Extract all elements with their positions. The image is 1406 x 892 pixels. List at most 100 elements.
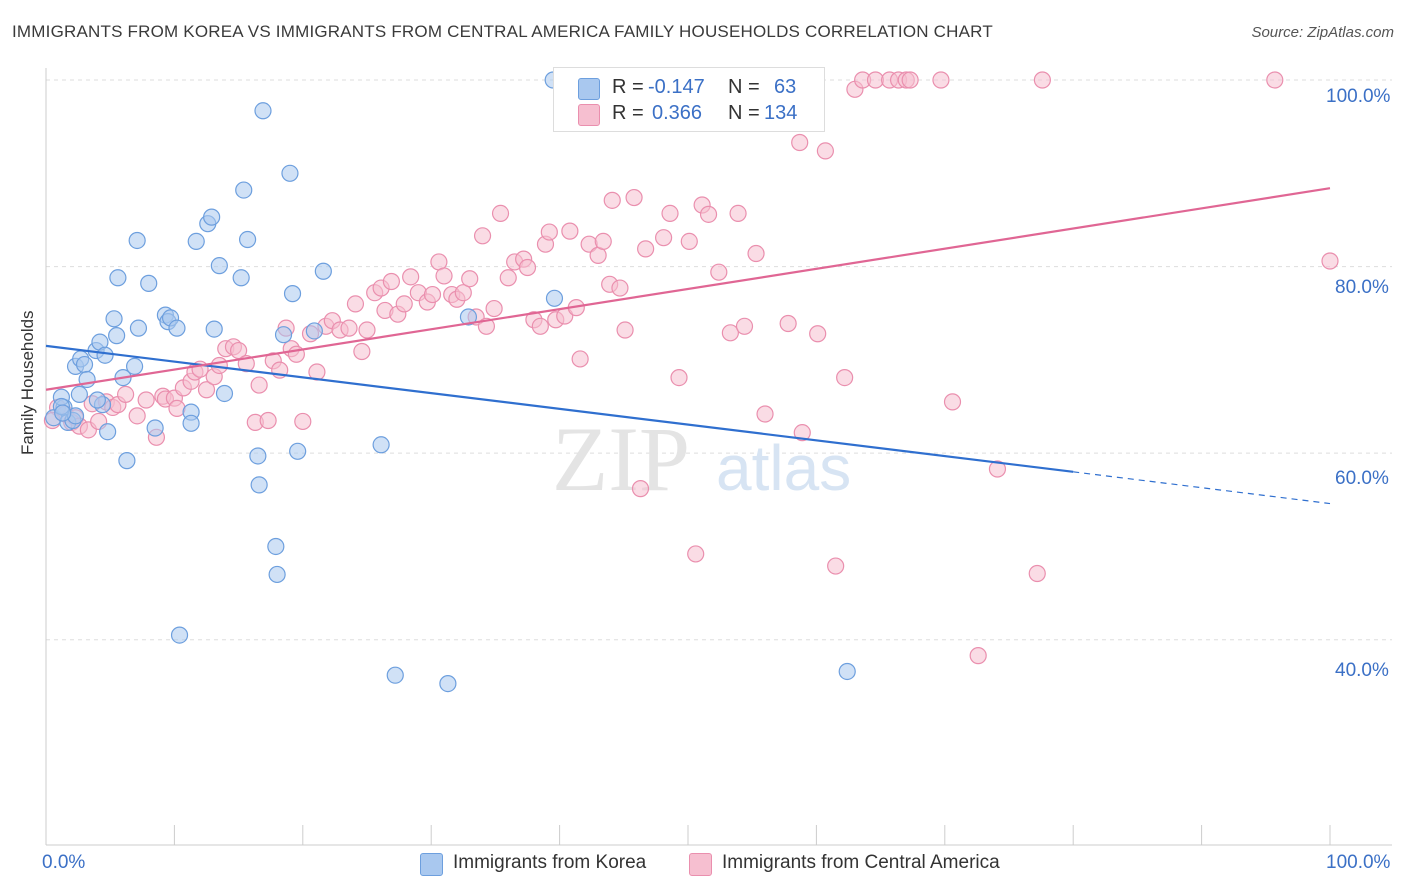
central-america-point-121 — [901, 71, 919, 89]
central-america-point-32 — [259, 411, 277, 430]
korea-point-15 — [105, 310, 123, 328]
korea-point-53 — [386, 666, 404, 684]
korea-point-20 — [125, 357, 144, 376]
central-america-point-54 — [402, 268, 420, 286]
korea-point-40 — [238, 230, 257, 249]
ca-r-value: 0.366 — [652, 102, 703, 124]
central-america-point-67 — [485, 299, 503, 318]
central-america-points — [43, 71, 1339, 665]
central-america-point-125 — [988, 460, 1007, 478]
korea-point-38 — [232, 269, 250, 287]
central-america-point-76 — [540, 223, 558, 241]
central-america-point-105 — [756, 405, 774, 423]
central-america-point-45 — [346, 295, 365, 313]
korea-point-57 — [545, 289, 564, 307]
y-tick-label-100: 100.0% — [1326, 86, 1391, 107]
central-america-point-12 — [128, 407, 146, 425]
central-america-point-103 — [735, 317, 754, 335]
legend-label-korea: Immigrants from Korea — [453, 852, 647, 873]
y-tick-label-60: 60.0% — [1335, 468, 1389, 489]
korea-r-value: -0.147 — [648, 76, 705, 98]
korea-trend-extension — [1073, 471, 1331, 505]
central-america-point-57 — [423, 285, 442, 304]
korea-point-49 — [289, 442, 307, 460]
korea-point-55 — [459, 308, 478, 326]
central-america-point-113 — [827, 557, 845, 575]
central-america-point-51 — [382, 272, 400, 291]
central-america-point-109 — [791, 133, 809, 152]
korea-point-14 — [99, 423, 117, 441]
central-america-point-38 — [294, 412, 312, 431]
korea-point-43 — [254, 102, 272, 120]
central-america-point-79 — [561, 222, 579, 240]
korea-point-46 — [274, 326, 293, 344]
korea-point-22 — [128, 231, 146, 250]
central-america-point-74 — [531, 317, 549, 335]
trend-lines — [45, 187, 1331, 505]
legend-swatch-korea — [420, 853, 443, 876]
korea-point-52 — [372, 436, 390, 454]
central-america-point-59 — [435, 267, 453, 285]
central-america-point-127 — [1033, 71, 1051, 89]
y-tick-label-40: 40.0% — [1335, 660, 1389, 681]
central-america-point-86 — [603, 191, 621, 209]
korea-point-16 — [108, 327, 126, 345]
source-label: Source: ZipAtlas.com — [1251, 24, 1394, 41]
ca-r-label: R = — [612, 102, 644, 124]
central-america-point-81 — [571, 350, 589, 368]
korea-point-41 — [249, 447, 267, 465]
central-america-trend-line — [45, 187, 1331, 391]
korea-point-48 — [283, 285, 302, 303]
central-america-point-31 — [250, 376, 268, 394]
central-america-point-87 — [611, 279, 629, 297]
central-america-point-13 — [137, 391, 155, 409]
korea-point-37 — [215, 384, 234, 403]
central-america-point-108 — [779, 314, 797, 333]
korea-point-19 — [118, 452, 136, 470]
central-america-point-129 — [1321, 252, 1339, 270]
korea-point-62 — [54, 404, 72, 422]
central-america-point-23 — [197, 381, 216, 399]
central-america-point-18 — [168, 399, 186, 417]
central-america-point-46 — [353, 342, 371, 361]
central-america-point-11 — [117, 385, 135, 403]
central-america-point-100 — [710, 263, 728, 281]
central-america-point-101 — [721, 324, 739, 342]
korea-point-31 — [182, 414, 200, 432]
korea-point-24 — [146, 419, 164, 437]
central-america-point-93 — [655, 229, 673, 247]
korea-r-label: R = — [612, 76, 644, 98]
central-america-point-126 — [1028, 564, 1046, 583]
korea-point-21 — [129, 319, 148, 337]
chart-title: IMMIGRANTS FROM KOREA VS IMMIGRANTS FROM… — [12, 22, 993, 41]
ca-n-value: 134 — [764, 102, 798, 124]
central-america-point-69 — [499, 269, 517, 287]
korea-point-50 — [305, 322, 323, 340]
central-america-swatch — [578, 104, 600, 126]
central-america-point-122 — [932, 71, 950, 89]
central-america-point-63 — [461, 270, 479, 288]
korea-point-17 — [109, 269, 127, 287]
axes — [45, 68, 1392, 846]
x-tick-label-100: 100.0% — [1326, 852, 1391, 873]
central-america-point-111 — [809, 325, 827, 343]
korea-point-23 — [140, 274, 158, 292]
x-tick-label-0: 0.0% — [42, 852, 86, 873]
central-america-point-62 — [454, 284, 472, 302]
watermark-zip: ZIP — [552, 408, 690, 510]
ca-n-label: N = — [728, 102, 760, 124]
korea-point-51 — [314, 262, 332, 280]
central-america-point-102 — [729, 204, 747, 223]
stats-legend: R = -0.147 N = 63 R = 0.366 N = 134 — [553, 67, 825, 132]
korea-point-58 — [838, 662, 856, 681]
korea-points — [45, 71, 856, 693]
central-america-point-65 — [473, 227, 492, 245]
korea-point-45 — [268, 565, 286, 584]
central-america-point-94 — [661, 204, 679, 223]
central-america-point-95 — [670, 369, 688, 387]
korea-point-32 — [187, 232, 205, 250]
central-america-point-53 — [395, 295, 413, 313]
central-america-point-96 — [680, 232, 698, 250]
central-america-point-104 — [747, 244, 765, 263]
